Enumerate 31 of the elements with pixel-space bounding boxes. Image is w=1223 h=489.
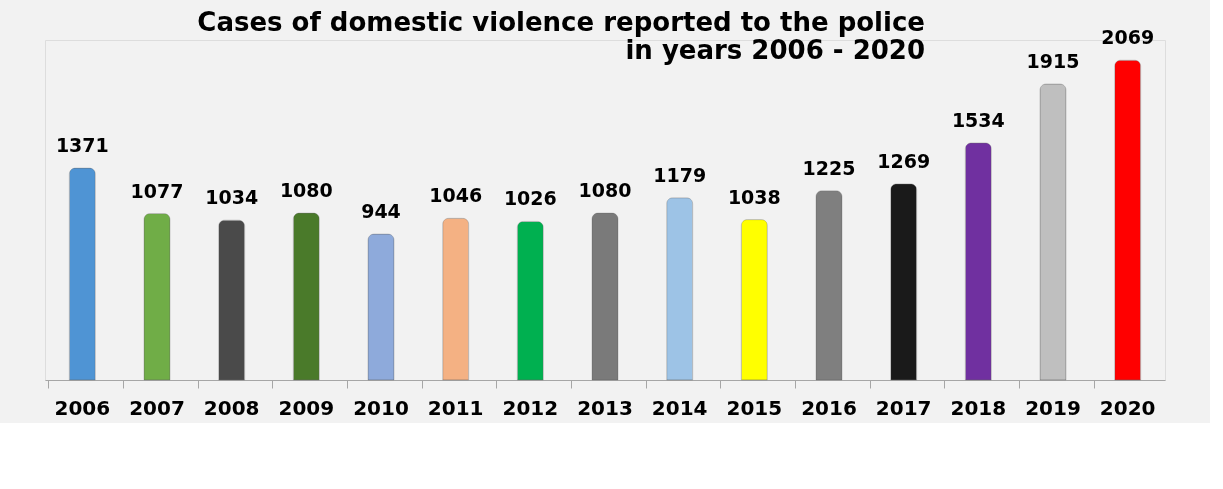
x-tick-label: 2019 [1025,395,1081,420]
x-tick-label: 2020 [1099,395,1156,420]
x-tick-label: 2018 [950,395,1007,420]
data-label: 1026 [503,187,557,210]
x-tick-label: 2016 [801,395,857,420]
data-label: 1034 [205,186,259,209]
x-tick-label: 2008 [203,395,260,420]
x-tick-label: 2012 [502,395,559,420]
x-tick-label: 2009 [278,395,335,420]
data-label: 1371 [55,134,109,157]
x-tick-label: 2007 [129,395,185,420]
data-label: 1225 [802,156,856,179]
data-label: 2069 [1101,26,1155,49]
data-label: 1077 [130,179,184,202]
data-label: 1046 [429,184,483,207]
x-tick-label: 2006 [54,395,111,420]
x-tick-label: 2010 [353,395,409,420]
data-label: 1179 [653,163,707,186]
x-tick-label: 2017 [875,395,932,420]
data-label: 1915 [1026,50,1080,73]
data-label: 1534 [951,108,1005,131]
x-tick-label: 2011 [427,395,484,420]
chart-title: Cases of domestic violence reported to the police in years 2006 - 2020 [197,7,925,66]
data-label: 1080 [279,179,333,202]
data-label: 1080 [578,179,632,202]
data-label: 1269 [877,149,931,172]
x-tick-label: 2014 [651,395,708,420]
x-tick-label: 2013 [577,395,633,420]
x-tick-label: 2015 [726,395,783,420]
data-label: 944 [361,200,401,223]
data-label: 1038 [727,185,781,208]
